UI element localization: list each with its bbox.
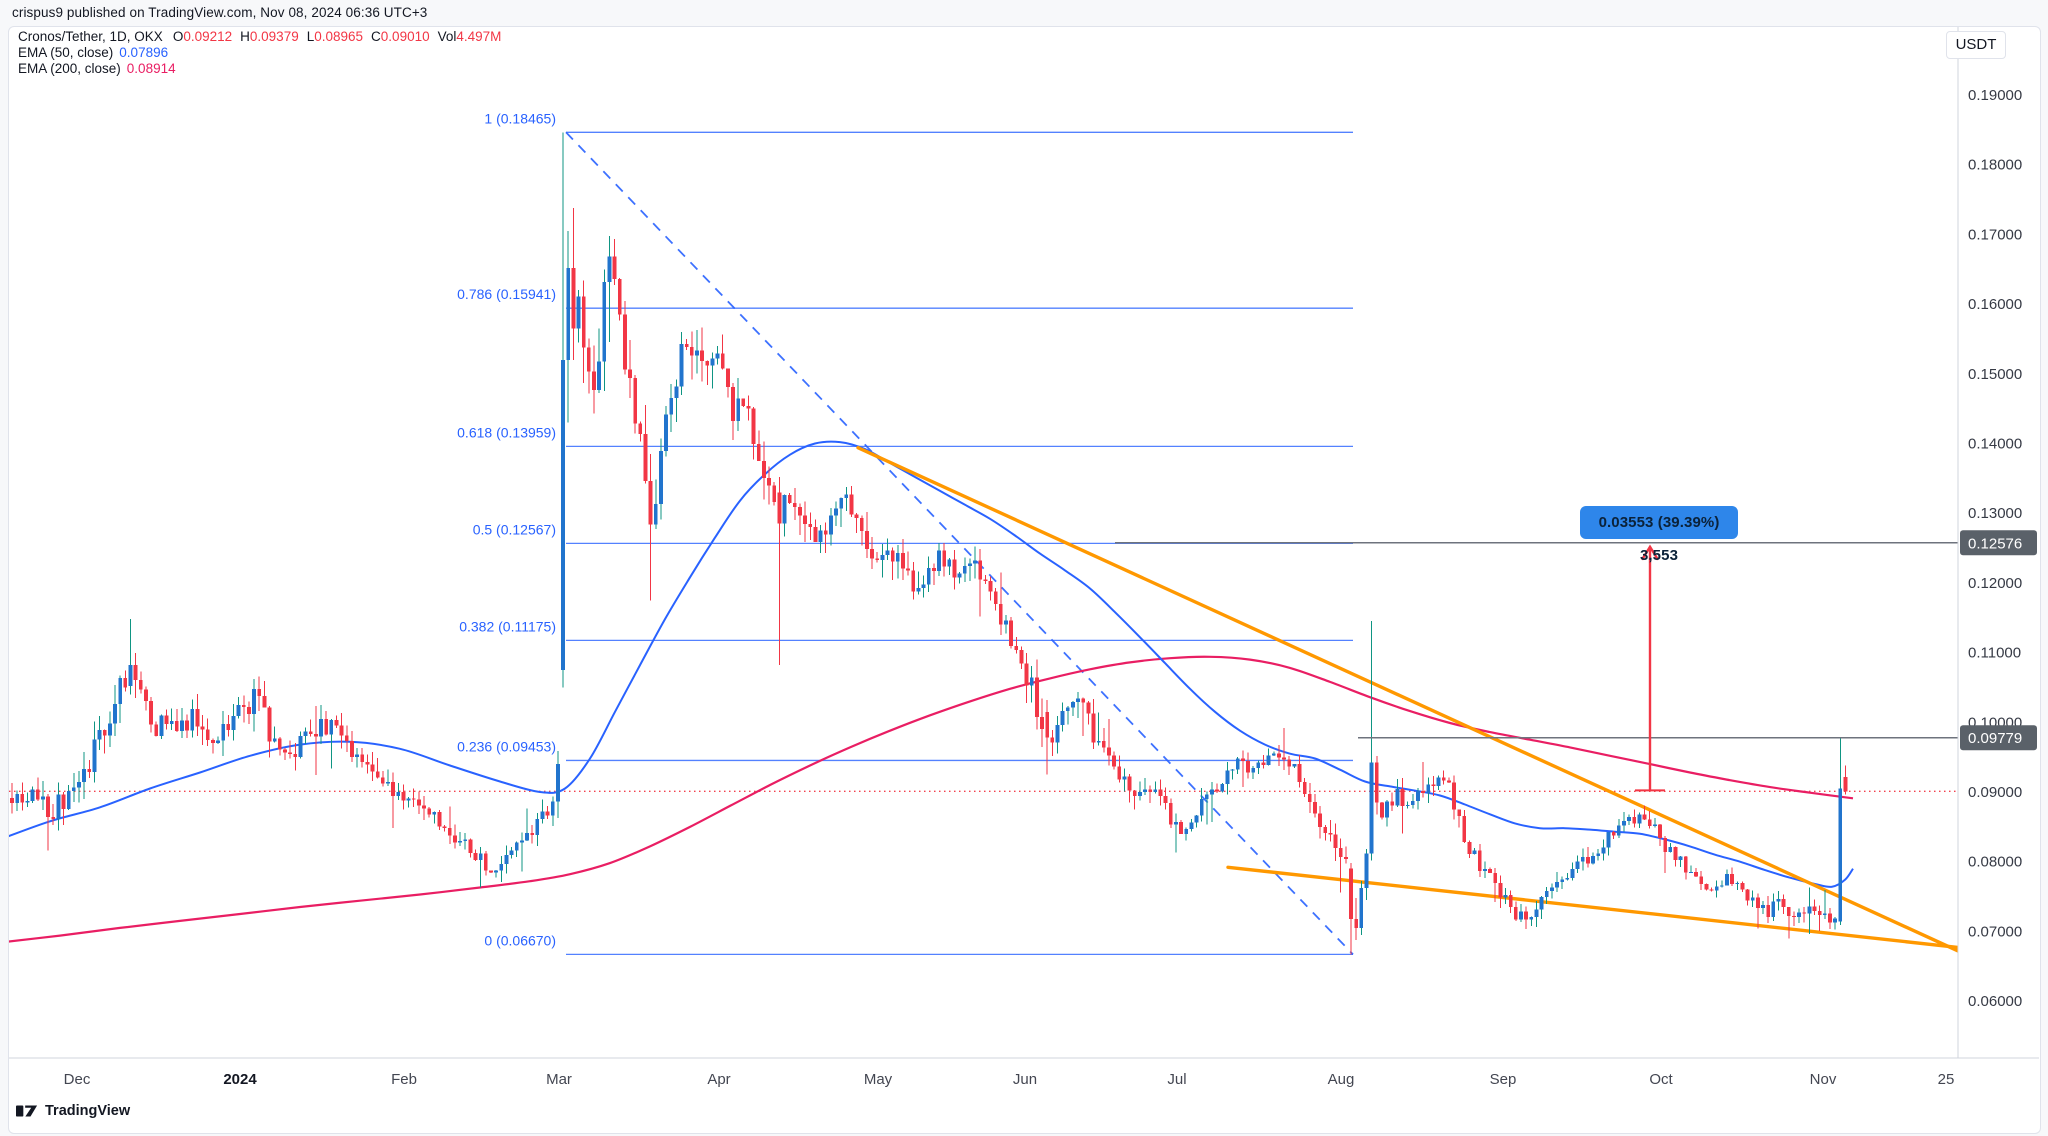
fib-label-0.382: 0.382 (0.11175) bbox=[459, 618, 556, 634]
price-tick-label: 0.08000 bbox=[1968, 854, 2022, 871]
tradingview-brand-text: TradingView bbox=[45, 1103, 131, 1119]
axis-price-badge bbox=[1960, 725, 2037, 751]
price-tick-label: 0.17000 bbox=[1968, 226, 2022, 243]
ema50-row: EMA (50, close) 0.07896 bbox=[18, 45, 509, 61]
time-tick-label-Oct: Oct bbox=[1649, 1071, 1673, 1088]
fib-label-0: 0 (0.06670) bbox=[484, 932, 556, 948]
time-tick-label-2024: 2024 bbox=[223, 1071, 257, 1088]
time-tick-label-Dec: Dec bbox=[64, 1071, 91, 1088]
price-tick-label: 0.12000 bbox=[1968, 575, 2022, 592]
fib-label-0.5: 0.5 (0.12567) bbox=[473, 521, 556, 537]
ema50-value: 0.07896 bbox=[119, 45, 169, 60]
price-tick-label: 0.16000 bbox=[1968, 296, 2022, 313]
axis-price-badge bbox=[1960, 530, 2037, 556]
time-tick-label-25: 25 bbox=[1938, 1071, 1955, 1088]
ohlc-open: O0.09212 bbox=[172, 29, 233, 44]
price-tick-label: 0.09000 bbox=[1968, 784, 2022, 801]
fib-anchor-dashed-line[interactable] bbox=[565, 131, 1354, 956]
tradingview-logo[interactable]: TradingView bbox=[16, 1102, 130, 1120]
ema50-line[interactable] bbox=[0, 440, 1854, 888]
trendline-descending-support-lower[interactable] bbox=[1226, 865, 1958, 950]
volume: Vol4.497M bbox=[437, 29, 502, 44]
candles-layer[interactable] bbox=[10, 132, 1848, 955]
price-tick-label: 0.13000 bbox=[1968, 505, 2022, 522]
ema200-line[interactable] bbox=[0, 655, 1854, 943]
ema50-label[interactable]: EMA (50, close) bbox=[18, 45, 114, 60]
price-tick-label: 0.14000 bbox=[1968, 436, 2022, 453]
attribution: crispus9 published on TradingView.com, N… bbox=[12, 5, 428, 20]
fib-label-0.618: 0.618 (0.13959) bbox=[457, 424, 556, 440]
axis-price-badge-text: 0.12576 bbox=[1968, 535, 2022, 552]
tradingview-logo-icon bbox=[16, 1105, 38, 1117]
time-tick-label-May: May bbox=[864, 1071, 893, 1088]
time-tick-label-Jun: Jun bbox=[1013, 1071, 1037, 1088]
legend: Cronos/Tether, 1D, OKX O0.09212 H0.09379 L0… bbox=[18, 29, 509, 77]
price-tick-label: 0.19000 bbox=[1968, 87, 2022, 104]
measure-arrow[interactable] bbox=[1635, 544, 1665, 792]
axis-price-badge-text: 0.09779 bbox=[1968, 730, 2022, 747]
ohlc-close: C0.09010 bbox=[371, 29, 430, 44]
time-tick-label-Aug: Aug bbox=[1328, 1071, 1355, 1088]
fib-label-0.236: 0.236 (0.09453) bbox=[457, 738, 556, 754]
plot-area[interactable]: 1 (0.18465) 0.786 (0.15941) 0.618 (0.13959… bbox=[0, 110, 1958, 956]
time-tick-label-Apr: Apr bbox=[707, 1071, 730, 1088]
time-tick-label-Jul: Jul bbox=[1167, 1071, 1186, 1088]
ohlc-high: H0.09379 bbox=[240, 29, 299, 44]
ema200-row: EMA (200, close) 0.08914 bbox=[18, 61, 509, 77]
ohlc-low: L0.08965 bbox=[306, 29, 364, 44]
time-tick-label-Sep: Sep bbox=[1490, 1071, 1517, 1088]
time-axis[interactable]: Dec 2024 Feb Mar Apr May Jun Jul Aug Sep Oct Nov 25 bbox=[64, 1071, 1955, 1088]
trendline-descending-resistance-upper[interactable] bbox=[856, 445, 1958, 953]
time-tick-label-Nov: Nov bbox=[1810, 1071, 1837, 1088]
symbol-title[interactable]: Cronos/Tether, 1D, OKX bbox=[18, 29, 163, 44]
fib-retracement-layer: 1 (0.18465) 0.786 (0.15941) 0.618 (0.13959… bbox=[457, 110, 1353, 956]
price-tick-label: 0.18000 bbox=[1968, 157, 2022, 174]
ema200-value: 0.08914 bbox=[126, 61, 176, 76]
price-tick-label: 0.07000 bbox=[1968, 923, 2022, 940]
time-tick-label-Mar: Mar bbox=[546, 1071, 572, 1088]
symbol-row: Cronos/Tether, 1D, OKX O0.09212 H0.09379 L0… bbox=[18, 29, 509, 45]
ema200-label[interactable]: EMA (200, close) bbox=[18, 61, 121, 76]
time-tick-label-Feb: Feb bbox=[391, 1071, 417, 1088]
currency-badge[interactable]: USDT bbox=[1946, 31, 2006, 59]
price-tick-label: 0.11000 bbox=[1968, 645, 2021, 662]
fib-label-0.786: 0.786 (0.15941) bbox=[457, 286, 556, 302]
fib-label-1: 1 (0.18465) bbox=[484, 110, 556, 126]
price-tick-label: 0.15000 bbox=[1968, 366, 2022, 383]
price-axis[interactable]: 0.19000 0.18000 0.17000 0.16000 0.15000 0.140… bbox=[1960, 87, 2037, 1010]
price-range-label[interactable]: 0.03553 (39.39%) 3,553 bbox=[1580, 506, 1738, 564]
chart-card bbox=[8, 26, 2041, 1134]
price-tick-label: 0.06000 bbox=[1968, 993, 2022, 1010]
